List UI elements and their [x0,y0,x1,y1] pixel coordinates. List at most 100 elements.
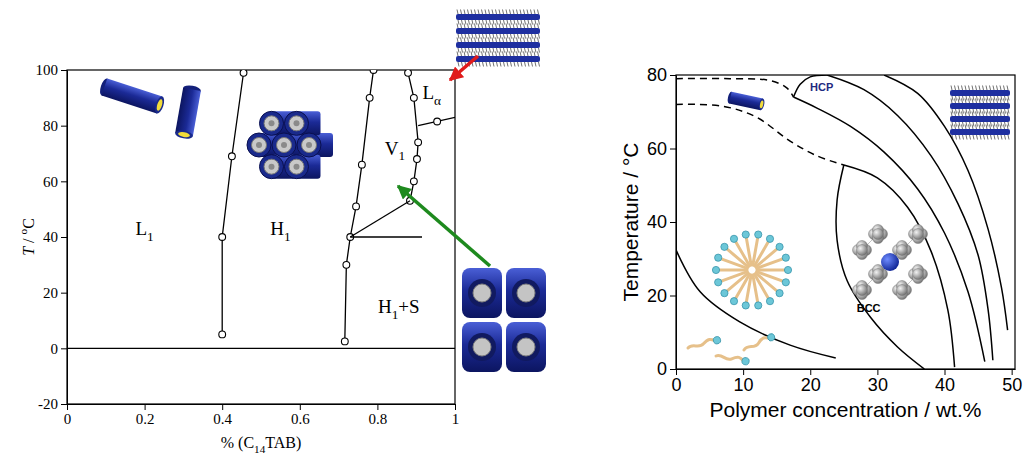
tick-label: 40 [43,229,58,245]
text-part: H [270,218,284,239]
plot-frame [67,70,455,404]
data-point [434,118,441,125]
icon-part [518,62,519,67]
icon-part [881,253,899,271]
icon-part [956,122,957,127]
data-point [405,70,412,76]
icon-part [994,96,995,101]
icon-part [730,298,737,305]
text-part: +S [398,296,419,317]
icon-part [873,229,884,240]
tick: 20 [801,369,821,395]
icon-part [457,24,458,29]
text-part: 1 [392,307,399,322]
icon-part [503,38,504,43]
tick: 20 [647,286,676,306]
boundary-line [67,348,455,349]
axis-line [68,404,456,405]
icon-part [524,38,525,43]
icon-part [720,269,747,272]
micelle-icon [712,231,791,309]
icon-part [478,52,479,57]
icon-part [496,38,497,43]
icon-part [513,38,514,43]
tick-mark [145,404,146,410]
icon-part [256,142,262,148]
icon-part [1007,112,1008,117]
icon-part [963,96,964,101]
icon-part [965,125,966,130]
icon-part [776,290,783,297]
tick-label: 1 [452,411,460,427]
icon-part [966,122,967,127]
icon-part [178,131,191,138]
icon-part [485,24,486,29]
icon-part [958,125,959,130]
icon-part [1000,86,1001,91]
boundary-line [793,97,984,362]
icon-part [525,34,526,39]
icon-part [873,269,884,280]
icon-part [722,272,747,281]
icon-part [758,98,765,111]
icon-part [468,279,496,307]
icon-part [483,20,484,25]
region-label: H1+S [378,296,420,322]
icon-part [970,122,971,127]
icon-part [952,96,953,101]
icon-part [285,111,309,135]
icon-part [687,338,715,349]
icon-part [486,20,487,25]
data-point [341,338,348,345]
tick-label: 60 [43,174,58,190]
icon-part [730,235,737,242]
icon-part [302,138,317,153]
icon-part [527,52,528,57]
tick-mark [61,126,67,127]
icon-part [784,266,791,273]
icon-part [469,48,470,53]
icon-part [478,10,479,15]
icon-part [857,285,868,296]
tick-mark [300,404,301,410]
icon-part [500,34,501,39]
icon-part [1005,135,1006,140]
region-label: H1 [270,218,290,244]
icon-part [469,20,470,25]
icon-part [506,24,507,29]
text: % (C14TAB) [221,434,302,455]
icon-part [499,10,500,15]
icon-part [476,34,477,39]
boundary-line [345,70,374,341]
icon-part [972,112,973,117]
icon-part [965,99,966,104]
text-part: V [385,138,399,159]
icon-part [991,109,992,114]
icon-part [465,34,466,39]
arrow [450,56,478,80]
tick: 0 [64,404,72,427]
icon-part [475,38,476,43]
icon-part [987,96,988,101]
icon-part [962,86,963,91]
icon-part [471,52,472,57]
boundary-line [676,104,844,165]
icon-part [264,159,279,174]
icon-part [482,52,483,57]
icon-part [472,48,473,53]
tick-label: 20 [43,285,58,301]
icon-part [479,34,480,39]
tick: 100 [36,62,68,78]
region-label: Lα [422,82,441,108]
icon-part [994,109,995,114]
icon-part [511,48,512,53]
icon-part [492,24,493,29]
icon-part [499,38,500,43]
tick: -20 [38,396,67,412]
tick-label: 0 [657,359,667,379]
icon-part [490,34,491,39]
icon-part [277,138,292,153]
icon-part [766,235,773,242]
icon-part [524,10,525,15]
icon-part [504,20,505,25]
